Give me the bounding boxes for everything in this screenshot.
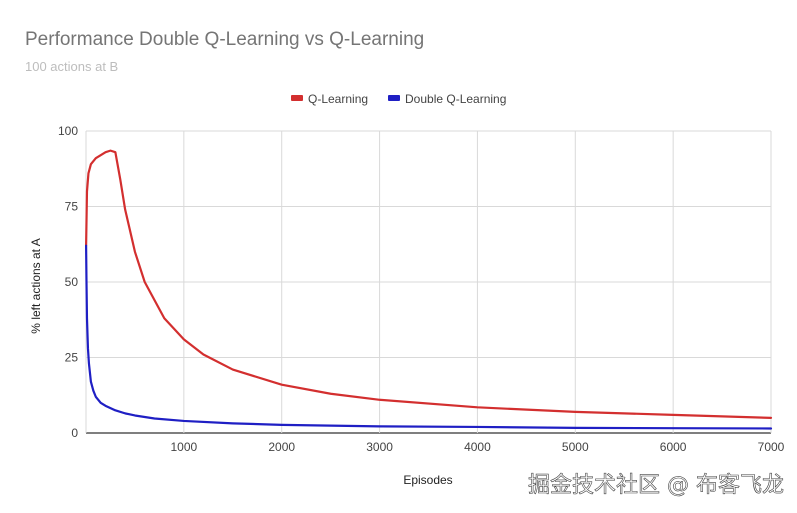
legend-swatch — [388, 95, 400, 101]
y-axis-ticks: 0 25 50 75 100 — [58, 124, 78, 440]
x-tick-label: 2000 — [268, 440, 295, 454]
legend-label: Double Q-Learning — [405, 92, 506, 106]
series-line-q-learning — [85, 149, 773, 419]
y-tick-label: 100 — [58, 124, 78, 138]
x-tick-label: 4000 — [464, 440, 491, 454]
x-tick-label: 3000 — [366, 440, 393, 454]
x-axis-label: Episodes — [403, 473, 452, 487]
y-tick-label: 25 — [65, 351, 79, 365]
chart-legend: Q-Learning Double Q-Learning — [291, 92, 506, 106]
chart-grid — [85, 130, 772, 434]
chart-title: Performance Double Q-Learning vs Q-Learn… — [25, 29, 424, 50]
x-tick-label: 6000 — [660, 440, 687, 454]
x-axis-ticks: 1000 2000 3000 4000 5000 6000 7000 — [171, 440, 785, 454]
y-axis-label: % left actions at A — [29, 238, 43, 333]
y-tick-label: 50 — [65, 275, 79, 289]
x-tick-label: 1000 — [171, 440, 198, 454]
y-tick-label: 75 — [65, 200, 79, 214]
chart-series — [85, 149, 773, 430]
y-tick-label: 0 — [71, 426, 78, 440]
series-line-double-q-learning — [85, 244, 773, 430]
x-tick-label: 5000 — [562, 440, 589, 454]
legend-label: Q-Learning — [308, 92, 368, 106]
chart-subtitle: 100 actions at B — [25, 59, 118, 74]
legend-swatch — [291, 95, 303, 101]
watermark: 掘金技术社区 @ 布客飞龙 — [528, 473, 784, 498]
x-tick-label: 7000 — [758, 440, 785, 454]
